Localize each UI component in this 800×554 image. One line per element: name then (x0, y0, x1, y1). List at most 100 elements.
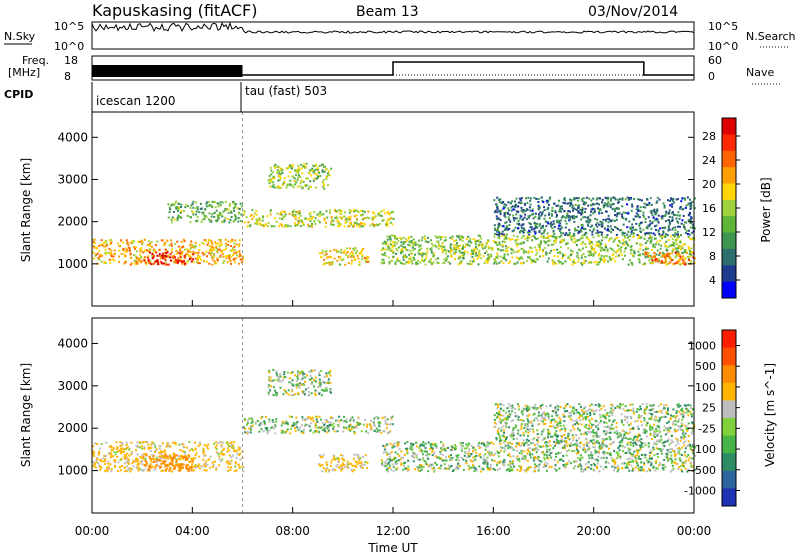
range-cell (146, 243, 149, 246)
range-cell (656, 208, 659, 211)
range-cell (238, 466, 241, 469)
range-cell (391, 223, 394, 226)
range-cell (326, 257, 329, 260)
range-cell (516, 449, 519, 452)
range-cell (468, 450, 471, 453)
range-cell (475, 252, 478, 255)
range-cell (410, 241, 413, 244)
range-cell (533, 227, 536, 230)
range-cell (340, 212, 343, 215)
range-cell (530, 226, 533, 229)
range-cell (319, 385, 322, 388)
range-cell (394, 261, 397, 264)
range-cell (444, 449, 447, 452)
range-cell (526, 201, 529, 204)
range-cell (384, 212, 387, 215)
range-cell (208, 200, 211, 203)
range-cell (636, 462, 639, 465)
range-cell (454, 251, 457, 254)
range-cell (524, 203, 527, 206)
range-cell (668, 261, 671, 264)
range-cell (669, 204, 672, 207)
range-cell (109, 463, 112, 466)
range-cell (429, 444, 432, 447)
range-cell (593, 247, 596, 250)
range-cell (104, 241, 107, 244)
range-cell (190, 469, 193, 472)
range-cell (574, 241, 577, 244)
range-cell (436, 261, 439, 264)
range-cell (186, 468, 189, 471)
range-cell (268, 418, 271, 421)
range-cell (605, 218, 608, 221)
range-cell (681, 257, 684, 260)
range-cell (411, 259, 414, 262)
range-cell (186, 214, 189, 217)
range-cell (529, 199, 532, 202)
range-cell (637, 449, 640, 452)
range-cell (528, 206, 531, 209)
range-cell (420, 251, 423, 254)
range-cell (563, 198, 566, 201)
range-cell (318, 221, 321, 224)
range-cell (110, 449, 113, 452)
range-cell (564, 219, 567, 222)
range-cell (654, 237, 657, 240)
range-cell (349, 215, 352, 218)
range-cell (441, 249, 444, 252)
range-cell (229, 202, 232, 205)
range-cell (640, 199, 643, 202)
range-cell (321, 169, 324, 172)
range-cell (238, 447, 241, 450)
range-cell (141, 460, 144, 463)
range-cell (316, 213, 319, 216)
range-cell (326, 389, 329, 392)
range-cell (95, 459, 98, 462)
range-cell (647, 445, 650, 448)
range-cell (172, 467, 175, 470)
range-cell (370, 425, 373, 428)
range-cell (107, 468, 110, 471)
range-cell (404, 461, 407, 464)
range-cell (676, 214, 679, 217)
range-cell (367, 210, 370, 213)
range-cell (362, 247, 365, 250)
range-cell (548, 252, 551, 255)
range-cell (192, 211, 195, 214)
range-cell (540, 451, 543, 454)
range-cell (547, 240, 550, 243)
range-cell (630, 232, 633, 235)
range-cell (328, 469, 331, 472)
range-cell (502, 257, 505, 260)
range-cell (251, 424, 254, 427)
range-cell (264, 223, 267, 226)
range-cell (179, 467, 182, 470)
range-cell (665, 249, 668, 252)
range-cell (250, 214, 253, 217)
range-cell (379, 214, 382, 217)
range-cell (490, 246, 493, 249)
range-cell (633, 456, 636, 459)
range-cell (358, 423, 361, 426)
range-cell (267, 386, 270, 389)
range-cell (645, 470, 648, 473)
range-cell (189, 250, 192, 253)
range-cell (673, 213, 676, 216)
range-cell (321, 170, 324, 173)
range-cell (483, 262, 486, 265)
range-cell (637, 208, 640, 211)
range-cell (298, 168, 301, 171)
range-cell (296, 178, 299, 181)
range-cell (454, 246, 457, 249)
range-cell (607, 228, 610, 231)
range-cell (494, 260, 497, 263)
range-cell (458, 251, 461, 254)
range-cell (681, 252, 684, 255)
range-cell (678, 254, 681, 257)
range-cell (170, 462, 173, 465)
range-cell (115, 441, 118, 444)
range-cell (248, 225, 251, 228)
range-cell (194, 466, 197, 469)
range-cell (569, 203, 572, 206)
range-cell (323, 217, 326, 220)
